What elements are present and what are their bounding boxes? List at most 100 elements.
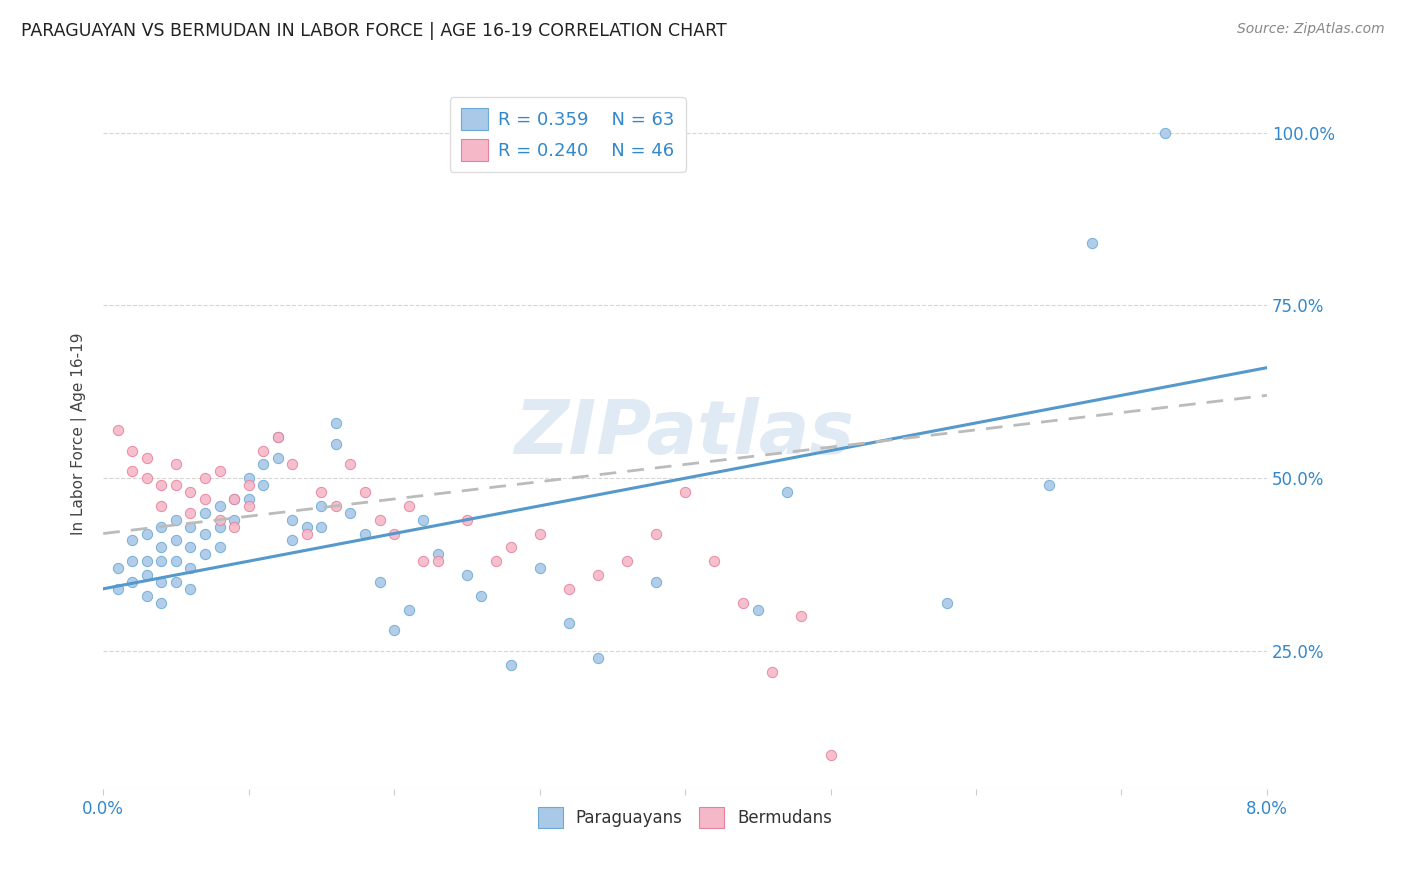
Point: [107, 423, 129, 437]
Point: [194, 506, 217, 520]
Point: [325, 436, 347, 450]
Point: [135, 589, 157, 603]
Point: [586, 651, 609, 665]
Text: Source: ZipAtlas.com: Source: ZipAtlas.com: [1237, 22, 1385, 37]
Point: [238, 499, 260, 513]
Point: [456, 568, 478, 582]
Point: [165, 513, 187, 527]
Point: [529, 561, 551, 575]
Point: [557, 582, 579, 596]
Point: [194, 471, 217, 485]
Point: [470, 589, 492, 603]
Point: [354, 526, 377, 541]
Point: [1038, 478, 1060, 492]
Point: [339, 506, 361, 520]
Point: [776, 485, 799, 500]
Point: [412, 513, 434, 527]
Point: [165, 574, 187, 589]
Point: [238, 471, 260, 485]
Point: [398, 602, 420, 616]
Point: [179, 519, 201, 533]
Point: [165, 533, 187, 548]
Point: [790, 609, 813, 624]
Point: [311, 485, 333, 500]
Point: [295, 526, 318, 541]
Y-axis label: In Labor Force | Age 16-19: In Labor Force | Age 16-19: [72, 332, 87, 534]
Point: [252, 443, 274, 458]
Point: [368, 513, 391, 527]
Point: [121, 443, 143, 458]
Point: [311, 499, 333, 513]
Point: [426, 547, 449, 561]
Point: [150, 574, 173, 589]
Point: [179, 561, 201, 575]
Point: [150, 519, 173, 533]
Point: [485, 554, 508, 568]
Point: [935, 596, 957, 610]
Point: [267, 430, 290, 444]
Point: [252, 458, 274, 472]
Point: [325, 416, 347, 430]
Point: [135, 471, 157, 485]
Point: [208, 519, 231, 533]
Point: [252, 478, 274, 492]
Point: [150, 596, 173, 610]
Point: [616, 554, 638, 568]
Point: [820, 747, 842, 762]
Point: [121, 574, 143, 589]
Point: [238, 478, 260, 492]
Point: [208, 513, 231, 527]
Point: [586, 568, 609, 582]
Point: [339, 458, 361, 472]
Point: [368, 574, 391, 589]
Point: [281, 513, 304, 527]
Point: [208, 464, 231, 478]
Point: [267, 430, 290, 444]
Point: [224, 491, 246, 506]
Point: [499, 541, 522, 555]
Point: [150, 478, 173, 492]
Point: [761, 665, 783, 679]
Point: [426, 554, 449, 568]
Point: [150, 541, 173, 555]
Point: [150, 554, 173, 568]
Point: [1081, 236, 1104, 251]
Point: [135, 450, 157, 465]
Point: [238, 491, 260, 506]
Point: [747, 602, 769, 616]
Point: [194, 547, 217, 561]
Point: [382, 526, 405, 541]
Point: [150, 499, 173, 513]
Point: [165, 478, 187, 492]
Point: [281, 533, 304, 548]
Point: [281, 458, 304, 472]
Point: [1154, 126, 1177, 140]
Point: [208, 541, 231, 555]
Point: [165, 554, 187, 568]
Point: [412, 554, 434, 568]
Point: [194, 526, 217, 541]
Point: [121, 464, 143, 478]
Point: [557, 616, 579, 631]
Text: ZIPatlas: ZIPatlas: [515, 397, 855, 470]
Point: [121, 533, 143, 548]
Point: [135, 568, 157, 582]
Point: [673, 485, 696, 500]
Point: [179, 485, 201, 500]
Point: [499, 657, 522, 672]
Point: [733, 596, 755, 610]
Point: [194, 491, 217, 506]
Legend: Paraguayans, Bermudans: Paraguayans, Bermudans: [531, 801, 839, 834]
Point: [208, 499, 231, 513]
Point: [645, 526, 668, 541]
Point: [311, 519, 333, 533]
Point: [354, 485, 377, 500]
Point: [135, 554, 157, 568]
Point: [107, 561, 129, 575]
Point: [645, 574, 668, 589]
Point: [224, 491, 246, 506]
Point: [121, 554, 143, 568]
Point: [456, 513, 478, 527]
Point: [107, 582, 129, 596]
Point: [135, 526, 157, 541]
